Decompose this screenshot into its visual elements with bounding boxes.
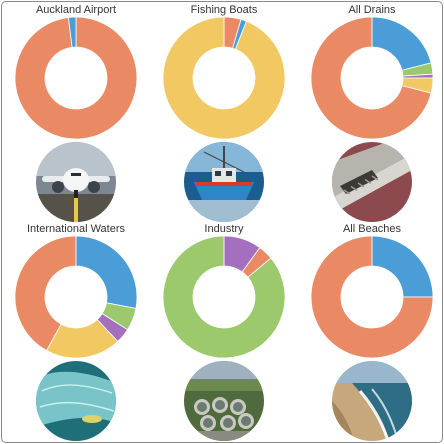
donut-slice-all-beaches-0[interactable] [371, 235, 434, 298]
donut-slice-international-waters-4[interactable] [14, 235, 77, 351]
donut-slice-international-waters-0[interactable] [75, 235, 138, 309]
chart-title-fishing-boats: Fishing Boats [190, 4, 258, 16]
donut-slice-all-beaches-1[interactable] [310, 235, 434, 359]
donut-chart-industry [162, 235, 286, 359]
chart-title-all-beaches: All Beaches [342, 223, 402, 235]
donut-chart-fishing-boats [162, 16, 286, 140]
donut-slice-all-drains-4[interactable] [310, 16, 432, 140]
treatment-plant-icon [184, 361, 264, 441]
donut-chart-international-waters [14, 235, 138, 359]
donut-chart-all-beaches [310, 235, 434, 359]
donut-slice-industry-2[interactable] [162, 235, 286, 359]
donut-chart-auckland-airport [14, 16, 138, 140]
donut-slice-auckland-airport-0[interactable] [14, 16, 138, 140]
donut-slice-auckland-airport-1[interactable] [67, 16, 77, 48]
donut-chart-all-drains [310, 16, 434, 140]
fishing-net-icon [36, 361, 116, 441]
beach-icon [332, 361, 412, 441]
airplane-icon [36, 142, 116, 222]
storm-drain-icon [332, 142, 412, 222]
chart-title-auckland-airport: Auckland Airport [35, 4, 117, 16]
chart-title-industry: Industry [204, 223, 244, 235]
donut-slice-all-drains-0[interactable] [371, 16, 432, 71]
chart-title-international-waters: International Waters [26, 223, 126, 235]
chart-title-all-drains: All Drains [348, 4, 396, 16]
donut-slice-fishing-boats-2[interactable] [162, 16, 286, 140]
fishing-boat-icon [184, 142, 264, 222]
